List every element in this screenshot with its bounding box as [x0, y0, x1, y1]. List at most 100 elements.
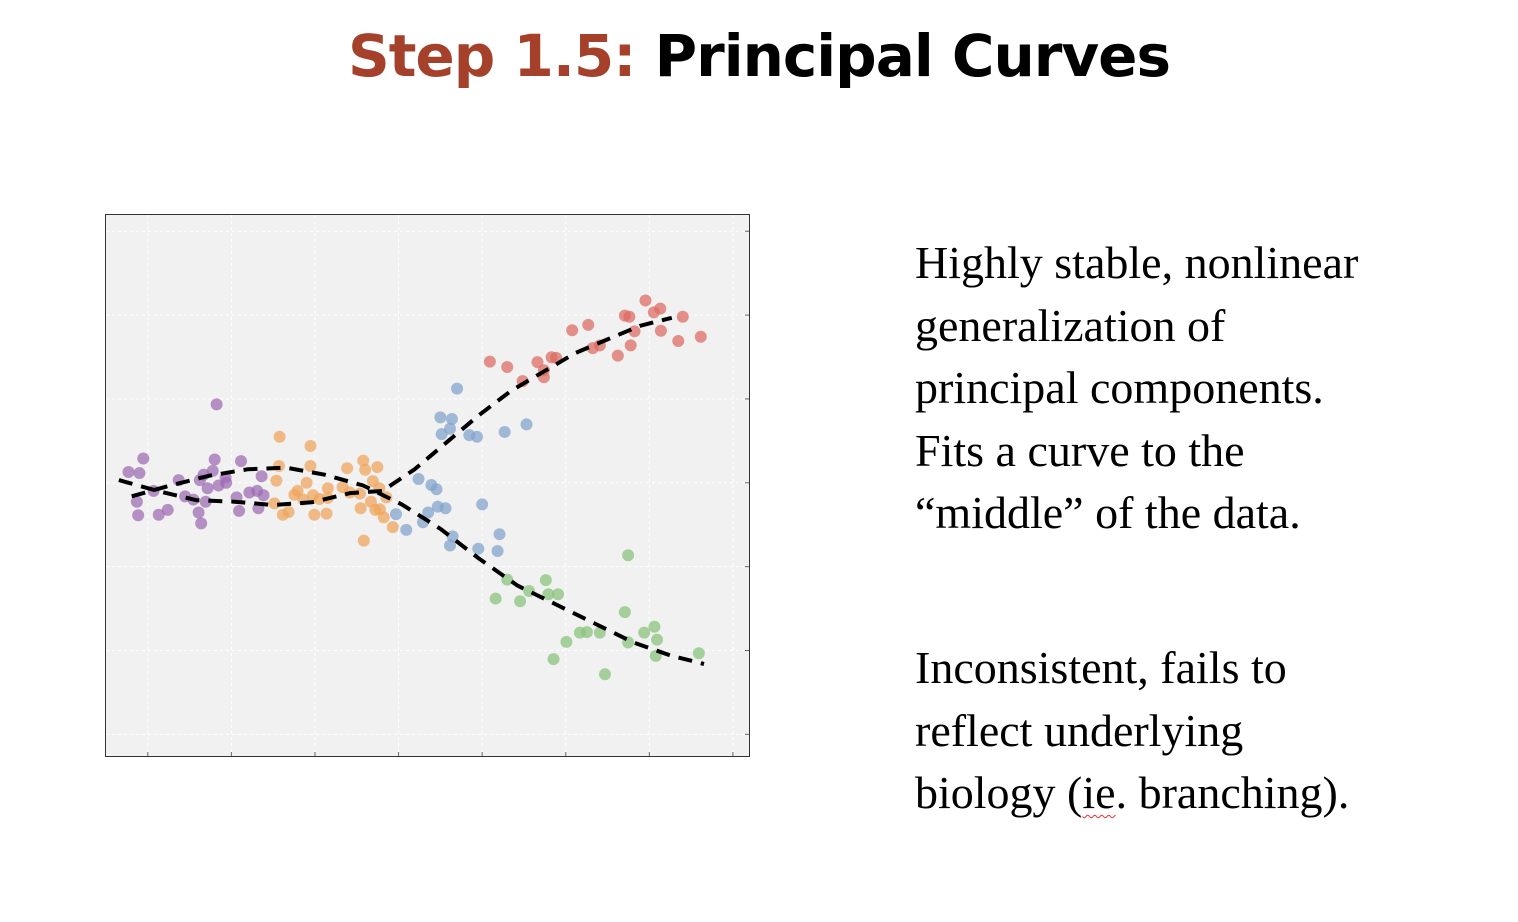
- data-point-green: [598, 668, 611, 681]
- data-point-green: [539, 574, 552, 587]
- data-point-purple: [235, 455, 248, 468]
- data-point-blue: [400, 523, 413, 536]
- description-line: generalization of: [915, 299, 1226, 351]
- data-point-green: [501, 573, 514, 586]
- data-point-blue: [439, 502, 452, 515]
- description-stable: Highly stable, nonlinear generalization …: [915, 232, 1358, 545]
- description-line: Inconsistent, fails to: [915, 642, 1287, 693]
- description-inconsistent: Inconsistent, fails to reflect underlyin…: [915, 637, 1349, 825]
- data-point-red: [672, 335, 685, 348]
- data-point-red: [654, 302, 667, 315]
- line-text-start: biology (: [915, 767, 1083, 818]
- data-point-red: [676, 310, 689, 323]
- data-point-blue: [445, 412, 458, 425]
- data-point-green: [489, 592, 502, 605]
- data-point-purple: [132, 509, 145, 522]
- data-point-green: [552, 588, 565, 601]
- data-point-blue: [434, 411, 447, 424]
- series-purple: [122, 398, 270, 530]
- data-point-orange: [386, 521, 399, 534]
- axis-ticks: [147, 230, 749, 756]
- data-point-purple: [130, 495, 143, 508]
- data-point-purple: [210, 398, 223, 411]
- slide-title: Step 1.5: Principal Curves: [0, 22, 1518, 90]
- data-point-red: [639, 294, 652, 307]
- data-point-blue: [491, 544, 504, 557]
- data-point-purple: [133, 467, 146, 480]
- data-point-orange: [364, 495, 377, 508]
- spellcheck-flagged-word[interactable]: ie: [1082, 767, 1116, 818]
- series-red: [483, 294, 707, 388]
- data-point-orange: [359, 463, 372, 476]
- data-point-blue: [412, 473, 425, 486]
- data-point-red: [623, 310, 636, 323]
- data-point-green: [542, 588, 555, 601]
- data-point-red: [694, 330, 707, 343]
- plot-canvas: [106, 215, 749, 756]
- data-point-blue: [498, 425, 511, 438]
- data-point-orange: [308, 508, 321, 521]
- principal-curve-2: [131, 465, 705, 666]
- data-point-blue: [493, 528, 506, 541]
- data-point-red: [531, 356, 544, 369]
- scatter-plot: [105, 214, 750, 757]
- data-point-orange: [341, 462, 354, 475]
- data-point-orange: [354, 502, 367, 515]
- data-point-blue: [472, 542, 485, 555]
- data-point-blue: [476, 498, 489, 511]
- title-main: Principal Curves: [654, 22, 1171, 90]
- data-point-purple: [257, 489, 270, 502]
- title-prefix: Step 1.5:: [347, 22, 636, 90]
- data-point-blue: [430, 483, 443, 496]
- data-point-green: [618, 606, 631, 619]
- data-point-red: [566, 324, 579, 337]
- data-point-orange: [353, 487, 366, 500]
- data-point-purple: [137, 452, 150, 465]
- data-point-red: [624, 339, 637, 352]
- description-line: Highly stable, nonlinear: [915, 237, 1359, 288]
- data-point-red: [501, 361, 514, 374]
- data-point-green: [638, 626, 651, 639]
- data-point-orange: [377, 511, 390, 524]
- description-line: biology (ie. branching).: [915, 762, 1349, 825]
- data-point-purple: [201, 482, 214, 495]
- data-point-orange: [371, 461, 384, 474]
- data-point-purple: [255, 470, 268, 483]
- data-point-green: [692, 647, 705, 660]
- data-point-red: [654, 324, 667, 337]
- description-line: reflect underlying: [915, 704, 1244, 756]
- data-point-purple: [192, 506, 205, 519]
- data-point-green: [580, 626, 593, 639]
- data-point-orange: [304, 460, 317, 473]
- series-blue: [389, 382, 533, 557]
- data-point-blue: [422, 506, 435, 519]
- data-point-orange: [300, 476, 313, 489]
- data-point-red: [483, 355, 496, 368]
- data-point-green: [547, 653, 560, 666]
- data-point-orange: [357, 454, 370, 467]
- data-point-green: [651, 633, 664, 646]
- data-point-green: [622, 549, 635, 562]
- series-orange: [268, 430, 399, 547]
- data-point-red: [611, 349, 624, 362]
- data-point-orange: [291, 484, 304, 497]
- description-line: Fits a curve to the: [915, 424, 1245, 476]
- data-point-orange: [270, 474, 283, 487]
- data-point-orange: [321, 482, 334, 495]
- data-point-red: [628, 325, 641, 338]
- line-text-end: . branching).: [1115, 767, 1350, 818]
- data-point-blue: [444, 539, 457, 552]
- data-point-blue: [471, 430, 484, 443]
- principal-curve-1: [118, 315, 673, 507]
- data-point-blue: [389, 508, 402, 521]
- data-point-purple: [152, 508, 165, 521]
- data-point-orange: [357, 534, 370, 547]
- data-point-red: [582, 318, 595, 331]
- data-point-purple: [195, 517, 208, 530]
- data-point-blue: [520, 418, 533, 431]
- data-point-blue: [451, 382, 464, 395]
- data-point-orange: [366, 475, 379, 488]
- grid: [106, 215, 749, 756]
- series-green: [489, 549, 705, 681]
- data-point-purple: [161, 503, 174, 516]
